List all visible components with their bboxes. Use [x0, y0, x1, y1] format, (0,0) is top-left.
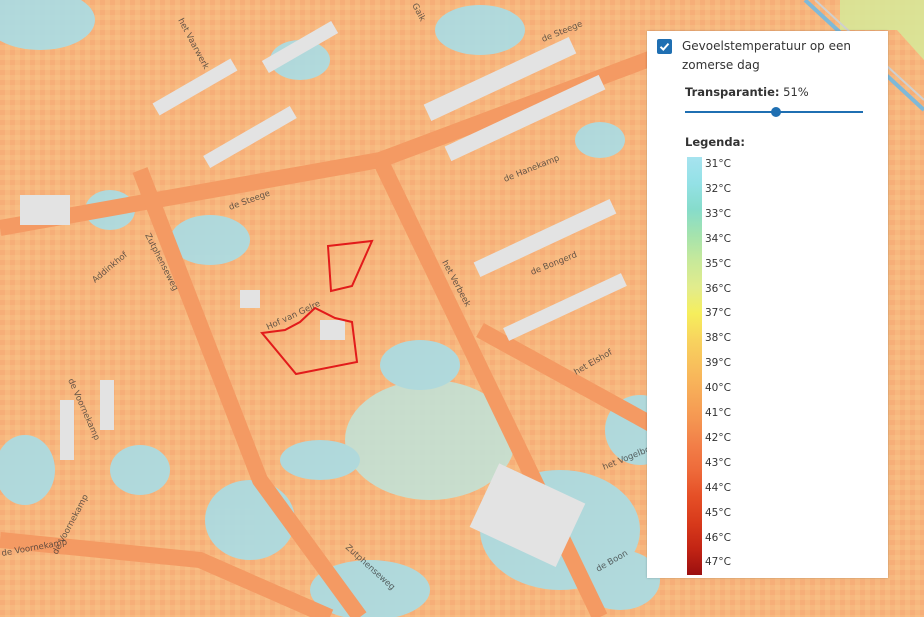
- legend-item: 35°C: [705, 257, 731, 270]
- legend-item: 37°C: [705, 307, 731, 320]
- checkmark-icon: [659, 42, 670, 51]
- layer-title[interactable]: Gevoelstemperatuur op een zomerse dag: [682, 39, 851, 72]
- legend-color-ramp: [687, 157, 702, 575]
- buildings: [20, 20, 627, 568]
- transparency-label-text: Transparantie:: [685, 85, 780, 99]
- parcel-outline-south[interactable]: [260, 306, 359, 376]
- legend-item: 33°C: [705, 207, 731, 220]
- legend-item: 45°C: [705, 506, 731, 519]
- transparency-label: Transparantie: 51%: [685, 85, 809, 99]
- legend-item: 40°C: [705, 382, 731, 395]
- transparency-slider-thumb[interactable]: [770, 107, 781, 117]
- legend-item: 34°C: [705, 232, 731, 245]
- legend-item: 38°C: [705, 332, 731, 345]
- legend-item: 41°C: [705, 407, 731, 419]
- parcel-outline-north[interactable]: [326, 239, 374, 293]
- green-zones: [840, 0, 924, 60]
- selected-parcels[interactable]: [260, 239, 374, 376]
- legend-item: 47°C: [705, 556, 731, 569]
- legend-item: 44°C: [705, 481, 731, 494]
- layer-panel: Gevoelstemperatuur op een zomerse dag Tr…: [647, 31, 888, 578]
- legend-item: 32°C: [705, 182, 731, 195]
- legend-title: Legenda:: [685, 135, 745, 149]
- legend-item: 36°C: [705, 282, 731, 295]
- legend-item: 46°C: [705, 531, 731, 544]
- legend-item: 39°C: [705, 357, 731, 370]
- layer-checkbox[interactable]: [657, 39, 672, 54]
- legend-item: 31°C: [705, 158, 731, 170]
- cool-areas: [0, 0, 675, 617]
- legend-item: 42°C: [705, 431, 731, 444]
- transparency-value: 51%: [783, 85, 809, 99]
- legend-item: 43°C: [705, 456, 731, 469]
- transparency-slider[interactable]: [685, 107, 863, 117]
